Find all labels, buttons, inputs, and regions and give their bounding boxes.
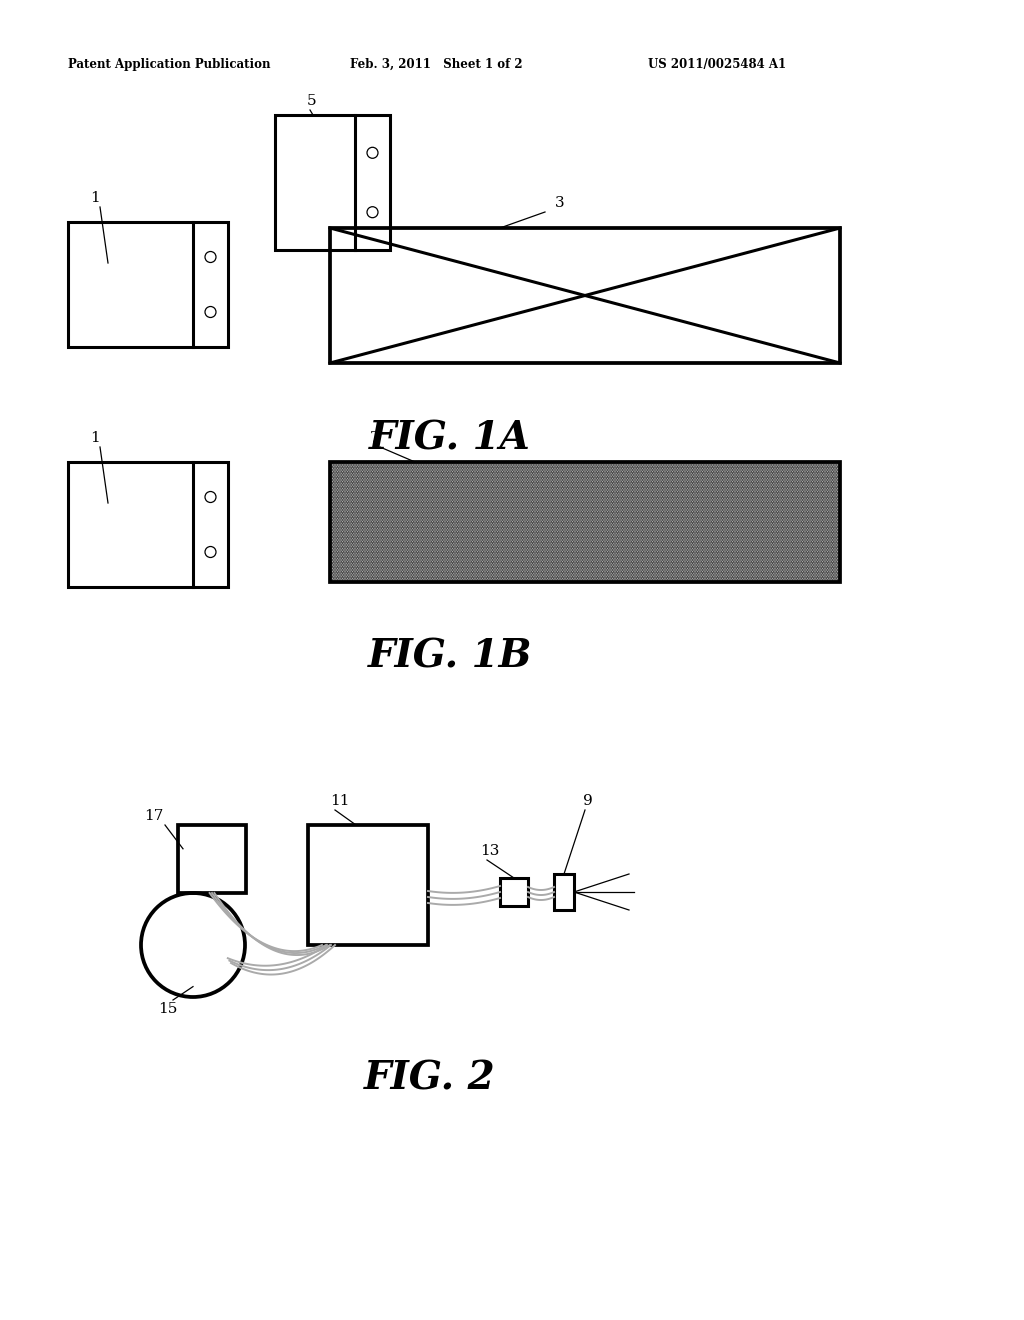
Text: 3: 3 xyxy=(555,195,565,210)
Text: 1: 1 xyxy=(90,432,100,445)
Bar xyxy=(308,825,428,945)
Text: Feb. 3, 2011   Sheet 1 of 2: Feb. 3, 2011 Sheet 1 of 2 xyxy=(350,58,522,71)
Bar xyxy=(178,825,246,894)
Text: US 2011/0025484 A1: US 2011/0025484 A1 xyxy=(648,58,786,71)
Bar xyxy=(554,874,574,909)
Text: 7: 7 xyxy=(371,432,380,445)
Text: 17: 17 xyxy=(143,809,163,822)
Bar xyxy=(330,462,840,582)
Bar xyxy=(68,462,228,587)
Text: 11: 11 xyxy=(331,795,350,808)
Bar xyxy=(68,222,228,347)
Text: Patent Application Publication: Patent Application Publication xyxy=(68,58,270,71)
Text: 5: 5 xyxy=(307,94,316,108)
Text: 13: 13 xyxy=(480,843,500,858)
Text: FIG. 1B: FIG. 1B xyxy=(368,638,532,676)
Text: 1: 1 xyxy=(90,191,100,205)
Text: 9: 9 xyxy=(583,795,593,808)
Text: FIG. 2: FIG. 2 xyxy=(365,1060,496,1098)
Text: FIG. 1A: FIG. 1A xyxy=(369,420,530,458)
Bar xyxy=(500,878,528,906)
Bar xyxy=(275,115,390,249)
Bar xyxy=(330,228,840,363)
Text: 15: 15 xyxy=(159,1002,178,1016)
